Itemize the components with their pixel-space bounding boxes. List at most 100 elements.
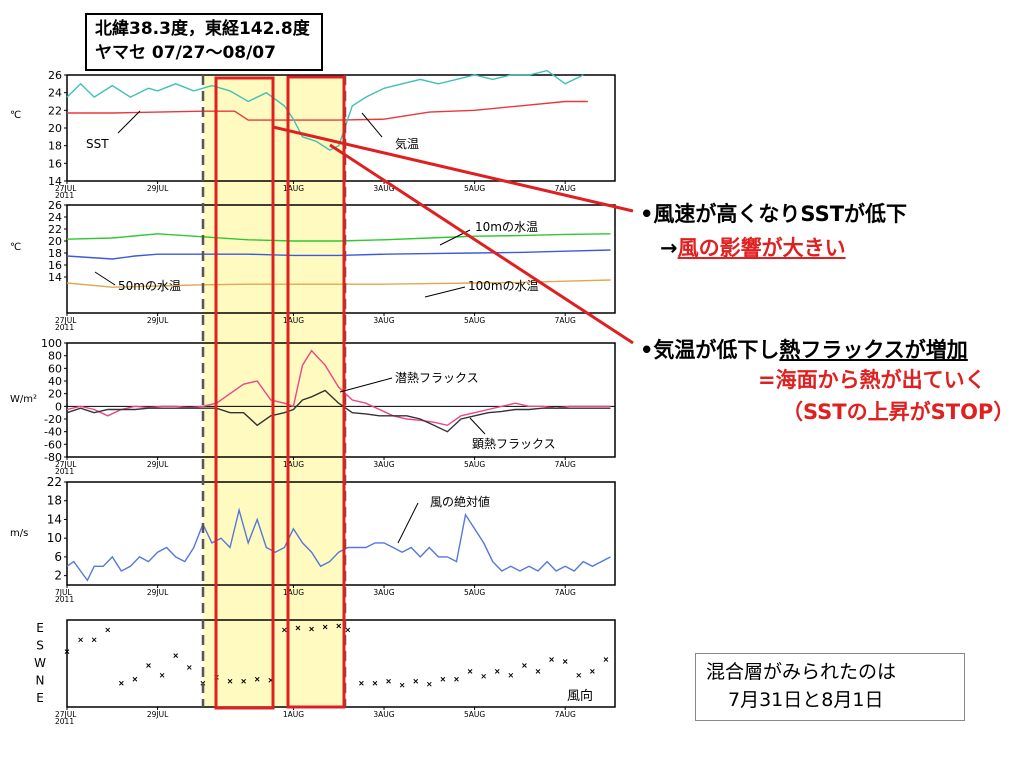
wind-direction-point [295, 625, 301, 631]
wind-direction-point [508, 672, 514, 678]
label-sensible-heat: 顕熱フラックス [472, 437, 556, 451]
conclusion-line1: 混合層がみられたのは [706, 661, 897, 683]
x-tick-label: 29JUL [147, 588, 169, 597]
y-tick-label: 26 [48, 199, 62, 212]
y-tick-label: N [36, 674, 45, 688]
highlight-box-aug1 [286, 75, 346, 709]
x-tick-label: 7AUG [555, 184, 576, 193]
x-tick-label: 5AUG [464, 184, 485, 193]
panel-frame [66, 204, 616, 314]
series-line-1 [66, 389, 611, 433]
wind-direction-point [282, 627, 287, 633]
y-tick-label: 24 [48, 211, 62, 224]
wind-direction-point [241, 678, 246, 684]
wind-direction-point [336, 623, 342, 629]
series-line-1 [66, 249, 611, 260]
x-tick-label: 5AUG [464, 316, 485, 325]
y-tick-label: 20 [48, 122, 62, 135]
y-tick-label: S [36, 639, 44, 653]
x-tick-label: 3AUG [373, 460, 394, 469]
x-tick-label: 7AUG [555, 460, 576, 469]
x-tick-label: 29JUL [147, 184, 169, 193]
y-tick-label: -40 [44, 426, 62, 439]
x-tick-label: 29JUL [147, 316, 169, 325]
y-tick-label: 14 [48, 175, 62, 188]
wind-direction-point [78, 637, 83, 643]
note-air-flux: •気温が低下し熱フラックスが増加 [640, 334, 968, 364]
series-line-0 [66, 507, 611, 582]
wind-direction-point [440, 676, 446, 682]
wind-direction-point [359, 680, 364, 686]
wind-direction-point [227, 678, 233, 684]
wind-direction-point [522, 663, 527, 668]
y-tick-label: 22 [48, 223, 62, 236]
x-tick-sublabel: 2011 [55, 191, 74, 200]
wind-direction-point [413, 678, 419, 684]
leader-sst [117, 110, 141, 134]
wind-direction-point [454, 676, 459, 682]
wind-direction-point [467, 669, 473, 674]
x-tick-label: 7AUG [555, 316, 576, 325]
series-line-1 [66, 69, 584, 151]
y-tick-label: 14 [47, 512, 62, 526]
label-sst: SST [86, 137, 109, 151]
note-wind-sst: •風速が高くなりSSTが低下 [640, 202, 908, 226]
conclusion-box: 混合層がみられたのは 7月31日と8月1日 [695, 653, 965, 721]
x-tick-label: 27JUL [55, 316, 77, 325]
y-tick-label: E [36, 691, 44, 705]
wind-direction-point [603, 657, 609, 662]
x-tick-label: 27JUL [55, 710, 77, 719]
x-tick-label: 3AUG [373, 316, 394, 325]
x-tick-sublabel: 2011 [55, 717, 74, 726]
y-tick-label: 2 [54, 569, 62, 583]
wind-direction-point [186, 665, 192, 670]
y-axis-label: ℃ [10, 110, 21, 121]
y-tick-label: W [34, 656, 46, 670]
label-air-temp: 気温 [395, 136, 419, 151]
wind-direction-point [91, 637, 97, 643]
x-tick-label: 3AUG [373, 710, 394, 719]
location-period: ヤマセ 07/27～08/07 [95, 43, 276, 63]
panel-frame [66, 481, 616, 586]
x-tick-sublabel: 2011 [55, 323, 74, 332]
wind-direction-point [386, 678, 391, 684]
label-wind-speed: 風の絶対値 [430, 494, 490, 509]
y-tick-label: -60 [44, 438, 62, 451]
x-tick-label: 5AUG [464, 588, 485, 597]
wind-direction-point [549, 657, 554, 662]
y-tick-label: 60 [48, 362, 62, 375]
label-10m: 10mの水温 [475, 220, 538, 234]
x-tick-label: 1AUG [283, 460, 304, 469]
x-tick-label: 1AUG [283, 316, 304, 325]
y-tick-label: -20 [44, 413, 62, 426]
wind-direction-point [562, 659, 568, 664]
leader-air-temp [361, 112, 383, 138]
note-wind-effect-text: 風の影響が大きい [677, 236, 846, 260]
y-tick-label: 16 [48, 157, 62, 170]
wind-direction-point [481, 673, 487, 679]
series-line-2 [66, 279, 611, 288]
y-tick-label: E [36, 621, 44, 635]
x-tick-label: 7JUL [55, 588, 72, 597]
y-tick-label: 20 [48, 235, 62, 248]
wind-direction-point [535, 669, 541, 674]
wind-direction-point [494, 669, 500, 674]
y-tick-label: -80 [44, 451, 62, 464]
wind-direction-point [372, 680, 378, 686]
x-tick-label: 3AUG [373, 588, 394, 597]
y-tick-label: 100 [41, 337, 62, 350]
y-axis-label: 風向 [567, 688, 593, 704]
x-tick-label: 7AUG [555, 710, 576, 719]
x-tick-sublabel: 2011 [55, 595, 74, 604]
x-tick-label: 3AUG [373, 184, 394, 193]
note-sst-stop: （SSTの上昇がSTOP） [782, 400, 1015, 424]
y-tick-label: 16 [48, 259, 62, 272]
y-axis-label: ℃ [10, 242, 21, 253]
leader-sensible-heat [469, 417, 486, 435]
